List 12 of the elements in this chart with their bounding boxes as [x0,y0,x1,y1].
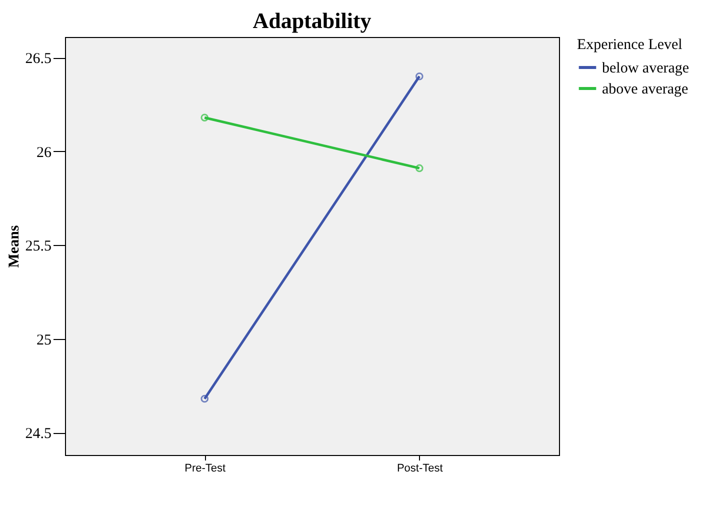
y-tick-label: 26 [36,144,52,161]
y-tick-label: 25 [36,332,52,348]
chart-title: Adaptability [252,8,372,33]
legend-title: Experience Level [577,37,682,53]
legend-label: above average [602,82,689,98]
x-tick-label: Pre-Test [184,462,226,474]
y-tick-label: 26.5 [25,51,52,68]
y-axis-title: Means [6,225,22,268]
y-tick-label: 25.5 [25,238,52,255]
legend-label: below average [602,60,690,76]
y-tick-label: 24.5 [25,426,52,442]
x-tick-label: Post-Test [396,462,443,474]
